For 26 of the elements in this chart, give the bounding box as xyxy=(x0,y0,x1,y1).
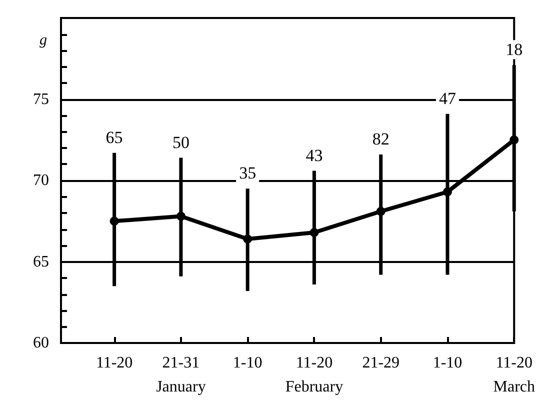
annotation: 43 xyxy=(306,146,323,165)
y-tick-label: 60 xyxy=(33,334,49,352)
x-tick-label: 1-10 xyxy=(432,354,462,372)
x-tick-label: 11-20 March xyxy=(493,354,536,396)
point xyxy=(243,234,252,244)
x-tick-label: 1-10 xyxy=(232,354,262,372)
annotation: 65 xyxy=(106,128,123,147)
y-tick-label: 75 xyxy=(33,90,49,108)
point xyxy=(442,187,452,196)
y-tick-label: 70 xyxy=(33,172,49,189)
point xyxy=(310,228,319,237)
x-tick-label: 11-20 xyxy=(96,354,133,372)
point xyxy=(376,206,386,216)
annotation: 82 xyxy=(372,130,390,148)
y-tick-label: 65 xyxy=(33,253,49,270)
y-axis-title: g xyxy=(40,32,48,48)
annotation: 47 xyxy=(438,88,456,108)
point xyxy=(110,216,119,226)
annotation: 35 xyxy=(239,164,256,183)
annotation: 50 xyxy=(172,132,190,152)
x-tick-label: 21-29 xyxy=(362,354,400,372)
x-tick-label: 11-20 February xyxy=(285,354,344,396)
point xyxy=(510,135,519,144)
annotation: 18 xyxy=(506,40,523,60)
point xyxy=(176,212,186,221)
x-tick-label: 21-31 January xyxy=(156,354,206,396)
